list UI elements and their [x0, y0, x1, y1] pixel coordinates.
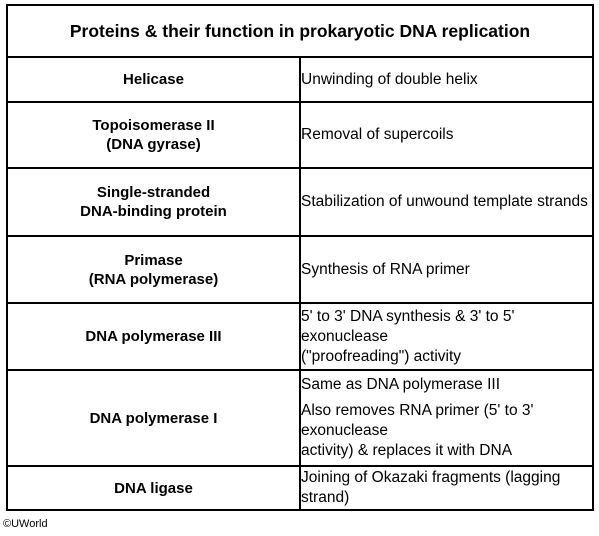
protein-name-alias: (DNA gyrase) — [106, 136, 201, 153]
protein-function-line-3: activity) & replaces it with DNA — [301, 442, 513, 459]
table-row-dna-polymerase-i: DNA polymerase I Same as DNA polymerase … — [6, 369, 594, 467]
table-title-row: Proteins & their function in prokaryotic… — [6, 4, 594, 58]
protein-function: Joining of Okazaki fragments (lagging st… — [301, 469, 561, 506]
protein-name: Helicase — [123, 71, 184, 88]
protein-name-alias: (RNA polymerase) — [88, 270, 219, 288]
copyright-credit: ©UWorld — [3, 518, 48, 530]
protein-function-cell: Unwinding of double helix — [299, 56, 594, 103]
protein-function-cell: Synthesis of RNA primer — [299, 235, 594, 304]
protein-function-cell: Joining of Okazaki fragments (lagging st… — [299, 465, 594, 511]
protein-function-cell: Removal of supercoils — [299, 101, 594, 169]
protein-function-cell: 5' to 3' DNA synthesis & 3' to 5' exonuc… — [299, 302, 594, 371]
protein-function: Synthesis of RNA primer — [301, 260, 470, 278]
protein-function-cell: Stabilization of unwound template strand… — [299, 167, 594, 237]
table-row-dna-polymerase-iii: DNA polymerase III 5' to 3' DNA synthesi… — [6, 302, 594, 371]
protein-name-cell: DNA polymerase I — [6, 369, 301, 467]
protein-name-cell: DNA ligase — [6, 465, 301, 511]
protein-function: Same as DNA polymerase III — [301, 376, 500, 393]
protein-function: Stabilization of unwound template strand… — [301, 193, 588, 210]
table-row-topoisomerase: Topoisomerase II (DNA gyrase) Removal of… — [6, 101, 594, 169]
protein-function: 5' to 3' DNA synthesis & 3' to 5' exonuc… — [301, 307, 515, 345]
protein-function: Removal of supercoils — [301, 126, 454, 143]
table-row-primase: Primase (RNA polymerase) Synthesis of RN… — [6, 235, 594, 304]
protein-function-line-2: Also removes RNA primer (5' to 3' exonuc… — [301, 402, 534, 439]
replication-proteins-table-container: Proteins & their function in prokaryotic… — [6, 4, 594, 511]
protein-name: DNA polymerase I — [89, 409, 218, 427]
protein-name: DNA ligase — [114, 479, 193, 497]
protein-name-cell: DNA polymerase III — [6, 302, 301, 371]
table-title: Proteins & their function in prokaryotic… — [6, 4, 594, 58]
table-row-dna-ligase: DNA ligase Joining of Okazaki fragments … — [6, 465, 594, 511]
protein-function-line-2: ("proofreading") activity — [301, 347, 462, 365]
protein-name-line-2: DNA-binding protein — [80, 203, 227, 220]
replication-proteins-table: Proteins & their function in prokaryotic… — [6, 4, 594, 511]
protein-name-cell: Single-stranded DNA-binding protein — [6, 167, 301, 237]
table-row-helicase: Helicase Unwinding of double helix — [6, 56, 594, 103]
protein-name-cell: Topoisomerase II (DNA gyrase) — [6, 101, 301, 169]
protein-name: Primase — [124, 251, 183, 269]
protein-function-cell: Same as DNA polymerase III Also removes … — [299, 369, 594, 467]
protein-name-cell: Primase (RNA polymerase) — [6, 235, 301, 304]
protein-function: Unwinding of double helix — [301, 70, 478, 88]
protein-name: Topoisomerase II — [92, 117, 215, 134]
protein-name: DNA polymerase III — [85, 328, 222, 345]
table-row-ssb: Single-stranded DNA-binding protein Stab… — [6, 167, 594, 237]
protein-name: Single-stranded — [96, 184, 211, 201]
protein-name-cell: Helicase — [6, 56, 301, 103]
